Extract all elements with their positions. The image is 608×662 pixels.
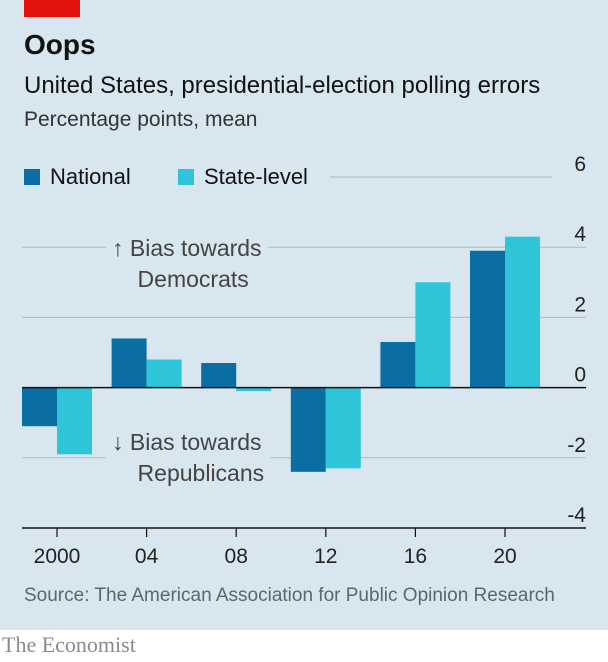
y-tick-label: 4: [574, 223, 586, 246]
bar-national-16: [380, 341, 416, 388]
legend-swatch-national: [24, 169, 40, 185]
legend-label-national: National: [50, 164, 131, 189]
legend-item-national: National: [24, 163, 131, 191]
bar-state-level-04: [146, 359, 182, 388]
bar-national-12: [290, 387, 326, 472]
y-tick-label: 6: [574, 153, 586, 176]
chart-unit-label: Percentage points, mean: [24, 108, 258, 131]
legend-swatch-state-level: [178, 169, 194, 185]
annotation-democrats: ↑ Bias towards Democrats: [106, 233, 268, 295]
bar-state-level-16: [415, 282, 451, 388]
x-tick-label: 16: [404, 545, 427, 568]
source-note: Source: The American Association for Pub…: [24, 585, 555, 606]
bar-state-level-20: [505, 236, 540, 388]
chart-subtitle: United States, presidential-election pol…: [24, 72, 541, 99]
y-tick-label: 2: [574, 293, 586, 316]
x-tick-label: 04: [135, 545, 159, 568]
chart-title: Oops: [24, 29, 96, 60]
x-tick-label: 12: [314, 545, 337, 568]
y-tick-label: 0: [574, 364, 586, 387]
bar-state-level-12: [325, 387, 361, 469]
bar-national-2000: [22, 387, 57, 427]
legend-item-state-level: State-level: [178, 163, 308, 191]
footer: The Economist: [0, 630, 608, 662]
bar-national-04: [111, 338, 147, 388]
x-tick-label: 2000: [34, 545, 81, 568]
bar-state-level-2000: [57, 387, 92, 455]
bar-national-08: [201, 363, 237, 388]
x-tick-label: 20: [493, 545, 516, 568]
bar-state-level-08: [236, 387, 272, 392]
chart-panel: Oops United States, presidential-electio…: [0, 0, 608, 630]
brand-accent-bar: [24, 0, 80, 17]
x-tick-label: 08: [225, 545, 248, 568]
publisher-logo: The Economist: [2, 632, 136, 657]
y-tick-label: -2: [567, 434, 586, 457]
y-tick-label: -4: [567, 504, 586, 527]
annotation-republicans: ↓ Bias towards Republicans: [106, 427, 271, 489]
legend-label-state-level: State-level: [204, 164, 308, 189]
bar-national-20: [470, 250, 505, 388]
